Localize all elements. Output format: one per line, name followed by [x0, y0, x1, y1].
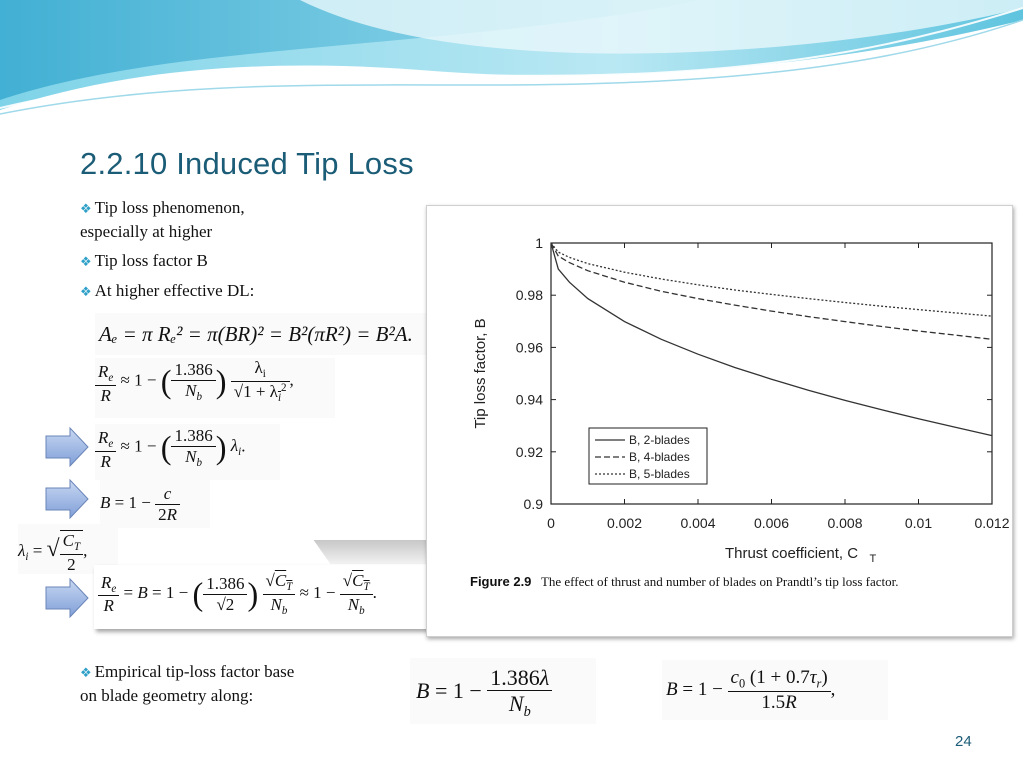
- x-tick-label: 0.01: [905, 515, 932, 531]
- y-tick-label: 0.94: [516, 392, 543, 408]
- diamond-cluster-icon: ❖: [80, 201, 92, 216]
- diamond-cluster-icon: ❖: [80, 284, 92, 299]
- series-line-1: [550, 242, 993, 437]
- legend-box: [588, 427, 708, 485]
- equation-lambda-i: λi = √ CT 2,: [18, 524, 118, 574]
- legend-entry: B, 5-blades: [629, 467, 690, 481]
- x-tick-label: 0.006: [754, 515, 789, 531]
- bullet-higher-dl: ❖ At higher effective DL:: [80, 279, 254, 303]
- figure-tip-loss-chart: 0 0.002 0.004 0.006 0.008 0.01 0.012 0.9 0.92 0.9…: [426, 205, 1013, 637]
- bullet-tip-loss-factor: ❖ Tip loss factor B: [80, 249, 208, 273]
- equation-final-tip-loss: Re R = B = 1 − (1.386 √2) √CT Nb ≈ 1 − √CT N…: [94, 565, 439, 629]
- equation-effective-area: Aₑ = π Rₑ² = π(BR)² = B²(πR²) = B²A.: [95, 313, 459, 355]
- x-tick-label: 0.012: [974, 515, 1009, 531]
- header-wave-decoration: [0, 0, 1023, 115]
- caption-label: Figure 2.9: [470, 574, 532, 589]
- bullet-text: especially at higher: [80, 222, 213, 241]
- x-axis-label: Thrust coefficient, C: [725, 545, 858, 562]
- y-axis-label: Tip loss factor, B: [472, 318, 489, 428]
- x-axis-label-subscript: T: [870, 553, 877, 565]
- x-tick-label: 0.004: [680, 515, 715, 531]
- diamond-cluster-icon: ❖: [80, 254, 92, 269]
- legend-entry: B, 4-blades: [629, 450, 690, 464]
- bullet-tip-loss-phenomenon: ❖ Tip loss phenomenon, especially at high…: [80, 196, 245, 243]
- y-tick-label: 0.9: [524, 496, 544, 512]
- equation-re-ratio-exact: Re R ≈ 1 − (1.386 Nb) λi √1 + λi2,: [95, 358, 335, 418]
- right-arrow-icon: [45, 478, 89, 520]
- equation-empirical-lambda: B = 1 − 1.386λ Nb: [410, 658, 596, 724]
- series-line-2: [550, 242, 993, 340]
- bullet-empirical: ❖ Empirical tip-loss factor base on blade…: [80, 660, 294, 707]
- series-line-3: [550, 242, 993, 317]
- page-number: 24: [955, 733, 972, 750]
- diamond-cluster-icon: ❖: [80, 665, 92, 680]
- y-tick-label: 1: [535, 235, 543, 251]
- x-tick-label: 0: [547, 515, 555, 531]
- bullet-text: on blade geometry along:: [80, 686, 254, 705]
- right-arrow-icon: [45, 426, 89, 468]
- slide-title: 2.2.10 Induced Tip Loss: [80, 146, 414, 181]
- x-tick-label: 0.008: [827, 515, 862, 531]
- right-arrow-icon: [45, 577, 89, 619]
- bullet-text: Tip loss phenomenon,: [94, 198, 245, 217]
- equation-b-chord: B = 1 − c 2R: [100, 478, 210, 528]
- bullet-text: Tip loss factor B: [94, 251, 208, 270]
- y-tick-label: 0.96: [516, 339, 543, 355]
- bullet-text: At higher effective DL:: [94, 281, 255, 300]
- caption-text: The effect of thrust and number of blade…: [540, 574, 899, 589]
- y-tick-label: 0.98: [516, 287, 543, 303]
- legend-entry: B, 2-blades: [629, 433, 690, 447]
- figure-caption: Figure 2.9 The effect of thrust and numb…: [470, 574, 898, 590]
- equation-empirical-taper: B = 1 − c0 (1 + 0.7τr) 1.5R,: [662, 660, 888, 720]
- bullet-text: Empirical tip-loss factor base: [94, 662, 295, 681]
- tip-loss-line-chart: 0 0.002 0.004 0.006 0.008 0.01 0.012 0.9 0.92 0.9…: [472, 235, 1010, 565]
- y-tick-label: 0.92: [516, 444, 543, 460]
- equation-re-ratio-approx: Re R ≈ 1 − (1.386 Nb) λi.: [95, 424, 280, 480]
- x-tick-label: 0.002: [607, 515, 642, 531]
